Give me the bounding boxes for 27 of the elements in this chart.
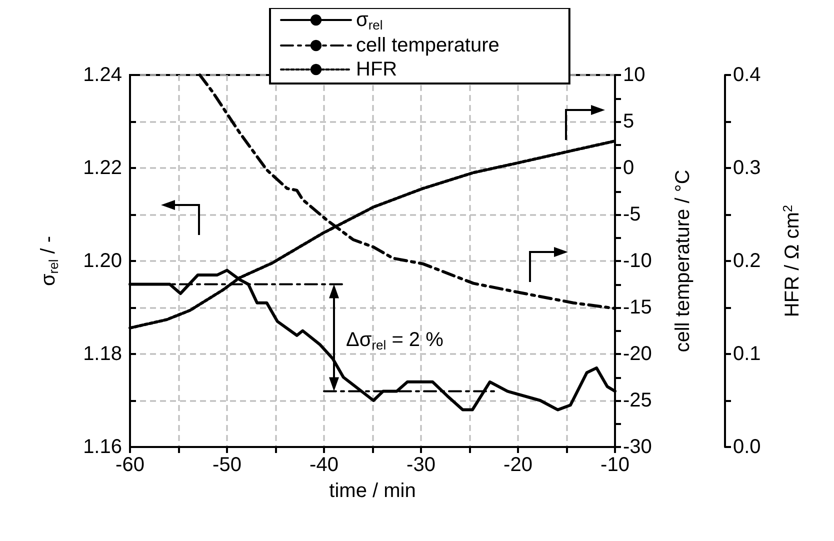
- y-tick-label: 1.24: [83, 64, 122, 86]
- y-tick-label: 1.20: [83, 250, 122, 272]
- y3-tick-label: 0.2: [733, 250, 761, 272]
- y3-tick-label: 0.3: [733, 157, 761, 179]
- y2-tick-label: -25: [623, 390, 652, 412]
- y2-tick-label: -20: [623, 343, 652, 365]
- y2-tick-label: 0: [623, 157, 634, 179]
- x-axis-title: time / min: [329, 480, 416, 502]
- y3-tick-label: 0.4: [733, 64, 761, 86]
- y-axis-title: σrel / -: [38, 236, 61, 286]
- y3-axis-title: HFR / Ω cm2: [780, 204, 804, 318]
- legend-label: cell temperature: [356, 34, 500, 56]
- legend-label: HFR: [356, 58, 398, 80]
- y2-tick-label: 5: [623, 110, 634, 132]
- y2-axis-title: cell temperature / °C: [672, 170, 694, 352]
- x-tick-label: -40: [310, 454, 338, 476]
- y-tick-label: 1.22: [83, 157, 122, 179]
- y3-tick-label: 0.0: [733, 436, 761, 458]
- y2-tick-label: -15: [623, 296, 652, 318]
- y3-tick-label: 0.1: [733, 343, 761, 365]
- y2-tick-label: -10: [623, 250, 652, 272]
- y2-tick-label: 10: [623, 64, 646, 86]
- x-tick-label: -30: [406, 454, 436, 476]
- x-tick-label: -20: [504, 454, 532, 476]
- y-tick-label: 1.18: [83, 343, 122, 365]
- x-tick-label: -50: [212, 454, 242, 476]
- y2-tick-label: -5: [623, 204, 641, 226]
